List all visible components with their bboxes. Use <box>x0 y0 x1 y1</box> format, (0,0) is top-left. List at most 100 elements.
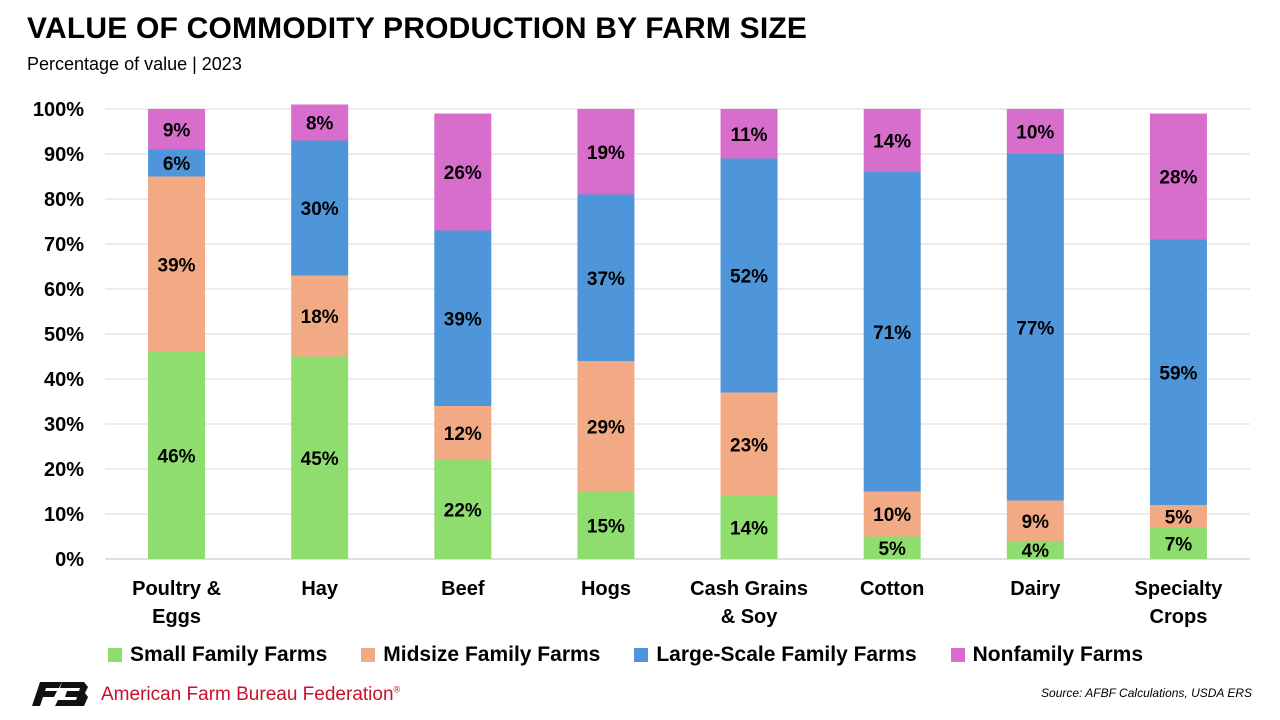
data-label: 9% <box>163 120 191 141</box>
bar-segment <box>148 149 206 177</box>
data-label: 18% <box>301 307 339 328</box>
chart-legend: Small Family Farms Midsize Family Farms La… <box>108 643 1177 667</box>
data-label: 22% <box>444 501 482 522</box>
bar-segment <box>1006 541 1064 559</box>
data-label: 9% <box>1022 512 1050 533</box>
data-label: 59% <box>1159 363 1197 384</box>
data-label: 30% <box>301 199 339 220</box>
x-tick-label: Beef <box>441 578 485 600</box>
bar-segment <box>148 109 206 150</box>
legend-item: Large-Scale Family Farms <box>634 643 917 667</box>
afbf-logo <box>32 680 90 708</box>
bar-segment <box>434 460 492 559</box>
legend-item: Small Family Farms <box>108 643 327 667</box>
bar-segment <box>863 109 921 172</box>
y-tick-label: 60% <box>44 279 84 301</box>
data-label: 10% <box>873 505 911 526</box>
y-tick-label: 20% <box>44 459 84 481</box>
bar-segment <box>434 230 492 406</box>
x-tick-label: & Soy <box>721 606 779 628</box>
y-tick-label: 10% <box>44 504 84 526</box>
data-label: 10% <box>1016 123 1054 144</box>
data-label: 52% <box>730 267 768 288</box>
x-tick-label: Crops <box>1150 606 1208 628</box>
data-label: 14% <box>873 132 911 153</box>
bar-segment <box>291 140 349 276</box>
bar-segment <box>434 113 492 231</box>
data-label: 39% <box>158 255 196 276</box>
bar-segment <box>577 194 635 361</box>
data-label: 14% <box>730 519 768 540</box>
data-label: 37% <box>587 269 625 290</box>
bar-segment <box>720 392 778 496</box>
bar-segment <box>863 172 921 492</box>
bar-segment <box>863 536 921 559</box>
data-label: 26% <box>444 163 482 184</box>
bar-segment <box>1006 154 1064 501</box>
data-label: 11% <box>731 125 768 146</box>
bar-segment <box>1149 239 1207 505</box>
data-label: 39% <box>444 309 482 330</box>
x-tick-label: Dairy <box>1010 578 1061 600</box>
y-tick-label: 0% <box>55 549 84 571</box>
bar-segment <box>1149 113 1207 240</box>
y-tick-label: 80% <box>44 189 84 211</box>
legend-label: Small Family Farms <box>130 643 328 666</box>
bar-segment <box>148 176 206 352</box>
bar-segment <box>1006 500 1064 541</box>
legend-swatch <box>634 648 649 662</box>
legend-swatch <box>950 648 965 662</box>
y-tick-label: 30% <box>44 414 84 436</box>
legend-swatch <box>361 648 376 662</box>
data-label: 7% <box>1165 534 1193 555</box>
x-tick-label: Poultry & <box>132 578 221 600</box>
bar-segment <box>1149 527 1207 559</box>
bar-segment <box>291 275 349 357</box>
data-label: 5% <box>1165 507 1193 528</box>
x-tick-label: Hogs <box>581 578 631 600</box>
data-label: 28% <box>1159 168 1197 189</box>
data-label: 19% <box>587 143 625 164</box>
legend-label: Midsize Family Farms <box>383 643 601 666</box>
data-label: 6% <box>163 154 191 175</box>
bar-segment <box>434 406 492 460</box>
bar-segment <box>148 352 206 559</box>
legend-label: Large-Scale Family Farms <box>656 643 917 666</box>
x-tick-label: Specialty <box>1135 578 1224 600</box>
organization-name: American Farm Bureau Federation® <box>101 684 401 705</box>
x-tick-label: Cash Grains <box>690 578 808 600</box>
data-label: 5% <box>878 539 906 560</box>
data-label: 29% <box>587 417 625 438</box>
bar-segment <box>291 104 349 141</box>
data-label: 12% <box>444 424 482 445</box>
y-tick-label: 70% <box>44 234 84 256</box>
bar-segment <box>577 109 635 195</box>
data-label: 77% <box>1016 318 1054 339</box>
bar-segment <box>577 361 635 492</box>
chart-subtitle: Percentage of value | 2023 <box>27 54 242 74</box>
data-label: 8% <box>306 114 334 135</box>
legend-label: Nonfamily Farms <box>972 643 1144 666</box>
data-label: 71% <box>873 323 911 344</box>
y-tick-label: 50% <box>44 324 84 346</box>
y-tick-label: 100% <box>33 99 84 121</box>
data-label: 4% <box>1022 541 1050 562</box>
legend-swatch <box>108 648 122 662</box>
bar-segment <box>720 158 778 393</box>
data-label: 46% <box>158 447 196 468</box>
legend-item: Nonfamily Farms <box>950 643 1144 667</box>
x-tick-label: Hay <box>301 578 339 600</box>
source-note: Source: AFBF Calculations, USDA ERS <box>1041 686 1252 700</box>
x-tick-label: Eggs <box>152 606 201 628</box>
chart-title: VALUE OF COMMODITY PRODUCTION BY FARM SI… <box>27 12 808 45</box>
legend-item: Midsize Family Farms <box>361 643 600 667</box>
bar-segment <box>720 109 778 159</box>
x-tick-label: Cotton <box>860 578 924 600</box>
bar-segment <box>577 491 635 559</box>
bar-segment <box>1149 505 1207 528</box>
bar-segment <box>291 356 349 559</box>
y-tick-label: 90% <box>44 144 84 166</box>
data-label: 45% <box>301 449 339 470</box>
stacked-bar-chart: 0% 10% 20% 30% 40% 50% 60% 70% 80% 90% 100% 46% 39% 6… <box>33 99 1250 628</box>
bar-segment <box>1006 109 1064 154</box>
